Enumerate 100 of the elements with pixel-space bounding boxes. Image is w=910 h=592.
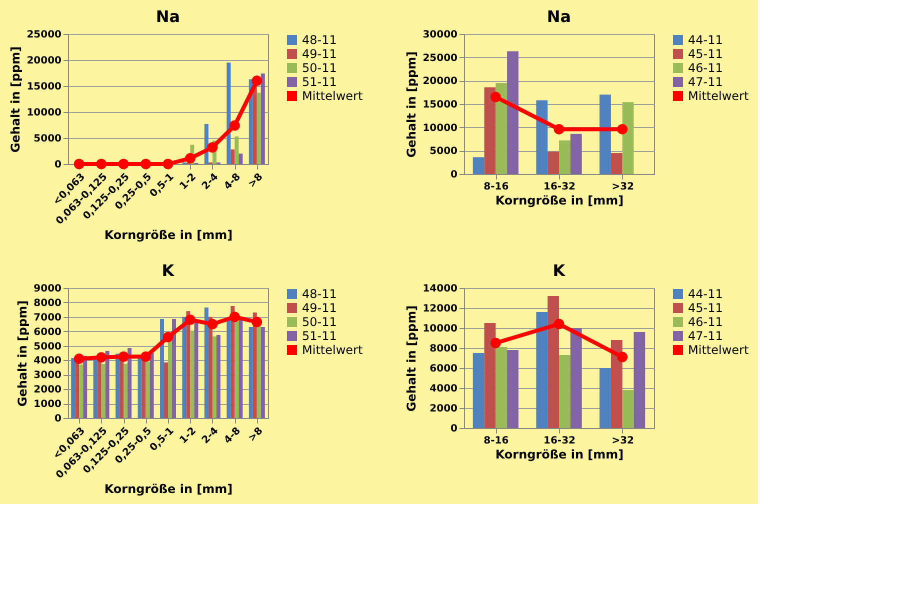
x-tick-label: 2-4 <box>200 171 221 192</box>
y-tick-label: 0 <box>450 424 458 434</box>
bar <box>600 94 611 174</box>
point <box>617 352 628 362</box>
point <box>184 153 196 164</box>
bar <box>230 306 235 418</box>
x-axis-title: Korngröße in [mm] <box>104 482 233 496</box>
bar <box>182 316 186 418</box>
point <box>207 142 218 153</box>
x-tick-label: 1-2 <box>178 171 199 192</box>
bar <box>548 152 559 174</box>
legend-label: 51-11 <box>302 75 337 89</box>
y-tick-label: 30000 <box>422 30 458 40</box>
legend-label: 45-11 <box>688 301 723 315</box>
y-tick-label: 15000 <box>26 82 62 92</box>
bar <box>570 134 582 174</box>
bar <box>484 323 496 428</box>
y-tick-label: 2000 <box>430 404 458 414</box>
x-tick-label: 8-16 <box>484 436 509 446</box>
y-tick-label: 10000 <box>26 108 62 118</box>
legend-label: Mittelwert <box>302 89 363 103</box>
y-tick-label: 6000 <box>34 326 62 338</box>
bar <box>472 157 484 174</box>
bar <box>71 358 76 418</box>
point <box>252 76 262 86</box>
legend-label: 48-11 <box>302 33 337 47</box>
bar <box>160 319 164 418</box>
y-tick-label: 15000 <box>422 100 458 110</box>
y-tick-label: 0 <box>450 170 458 180</box>
bar <box>230 149 235 164</box>
y-axis-title: Gehalt in [ppm] <box>404 51 419 158</box>
y-tick-label: 12000 <box>422 304 458 314</box>
y-tick-label: 9000 <box>34 284 62 294</box>
legend-label: 49-11 <box>302 301 337 315</box>
bar <box>128 348 132 418</box>
y-tick-label: 20000 <box>26 56 62 66</box>
bar <box>120 358 124 418</box>
y-tick-label: 7000 <box>34 312 62 324</box>
legend-label: 45-11 <box>688 47 723 61</box>
bar <box>634 332 646 428</box>
bar <box>116 354 120 418</box>
y-tick-label: 10000 <box>422 122 458 134</box>
legend-label: 47-11 <box>688 75 723 89</box>
bar <box>496 83 508 174</box>
bar <box>252 86 257 164</box>
bar <box>83 356 88 418</box>
y-axis-title: Gehalt in [ppm] <box>404 305 419 412</box>
bar <box>208 316 212 418</box>
bar <box>190 330 194 418</box>
y-tick-label: 3000 <box>34 370 62 382</box>
point <box>162 158 174 170</box>
y-tick-label: 5000 <box>34 341 62 352</box>
bar <box>124 364 128 418</box>
chart-title: Na <box>546 7 572 26</box>
legend-label: 50-11 <box>302 61 337 75</box>
legend-label: 51-11 <box>302 329 337 343</box>
point <box>118 351 129 362</box>
bar <box>138 357 142 418</box>
bar <box>484 87 496 174</box>
x-tick-label: 2-4 <box>200 425 221 446</box>
point <box>74 158 84 170</box>
point <box>229 312 240 322</box>
y-tick-label: 5000 <box>430 146 458 158</box>
y-tick-label: 8000 <box>34 298 62 309</box>
bar <box>97 360 102 418</box>
x-axis-title: Korngröße in [mm] <box>495 194 624 208</box>
y-tick-label: 5000 <box>34 134 62 144</box>
bar <box>238 154 243 164</box>
point <box>140 158 152 170</box>
point <box>74 354 84 364</box>
bar <box>472 353 484 428</box>
y-tick-label: 10000 <box>422 324 458 334</box>
bar <box>142 360 146 418</box>
bar <box>75 362 80 418</box>
legend-label: Mittelwert <box>688 343 749 357</box>
chart-title: K <box>162 261 175 280</box>
point <box>554 318 564 330</box>
point <box>162 332 174 342</box>
bar <box>559 140 570 174</box>
bar <box>238 318 243 418</box>
bar <box>226 62 231 164</box>
bar <box>610 153 622 174</box>
bar <box>105 350 110 418</box>
bar <box>570 328 582 428</box>
chart-title: Na <box>156 7 180 26</box>
bar <box>226 318 231 418</box>
bar <box>101 364 106 418</box>
bar <box>507 51 518 174</box>
bar <box>252 312 257 418</box>
y-tick-label: 6000 <box>430 364 458 374</box>
legend-label: 49-11 <box>302 47 337 61</box>
point <box>490 338 501 348</box>
legend-label: 44-11 <box>688 287 723 301</box>
bar <box>260 327 265 418</box>
legend-label: 47-11 <box>688 329 723 343</box>
y-tick-label: 4000 <box>34 356 62 367</box>
bar <box>507 350 518 428</box>
point <box>96 352 107 363</box>
bar <box>172 319 176 418</box>
x-tick-label: 16-32 <box>544 182 576 192</box>
